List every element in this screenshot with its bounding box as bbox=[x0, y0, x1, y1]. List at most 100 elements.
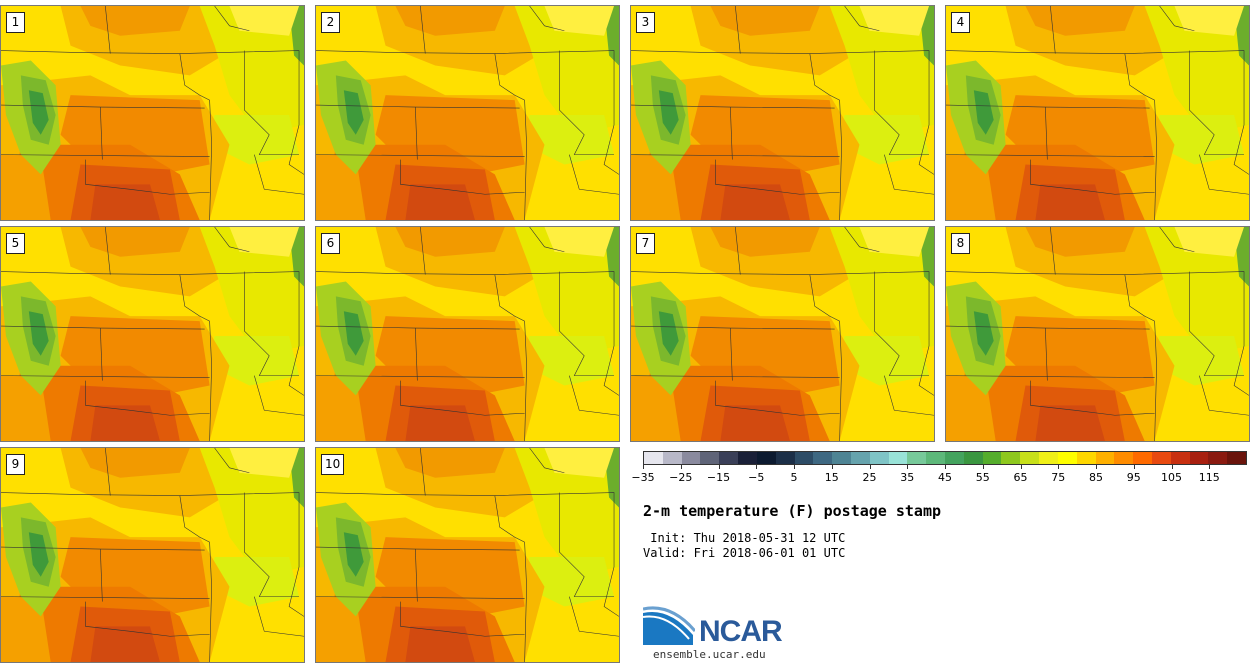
state-border bbox=[1, 546, 205, 551]
ensemble-member-map-2: 2 bbox=[315, 5, 620, 221]
temperature-map bbox=[316, 6, 619, 220]
state-border bbox=[844, 227, 880, 253]
ensemble-member-map-7: 7 bbox=[630, 226, 935, 442]
temperature-region bbox=[514, 448, 619, 577]
temperature-region bbox=[658, 311, 679, 356]
colorbar-segment bbox=[644, 452, 663, 464]
state-border bbox=[244, 271, 300, 376]
state-border bbox=[105, 227, 111, 275]
colorbar-tick bbox=[718, 465, 720, 469]
temperature-region bbox=[209, 556, 300, 607]
temperature-region bbox=[90, 184, 160, 220]
colorbar-segment bbox=[700, 452, 720, 464]
colorbar-tick-label: 45 bbox=[938, 471, 952, 484]
state-border bbox=[884, 154, 934, 195]
state-border bbox=[1124, 274, 1155, 322]
ensemble-member-map-10: 10 bbox=[315, 447, 620, 663]
temperature-map bbox=[316, 448, 619, 662]
state-border bbox=[631, 271, 810, 275]
colorbar-segment bbox=[1057, 452, 1077, 464]
state-border bbox=[1045, 328, 1048, 381]
colorbar-segment bbox=[1039, 452, 1058, 464]
state-border bbox=[179, 495, 210, 543]
temperature-region bbox=[1144, 227, 1249, 356]
temperature-region bbox=[514, 227, 619, 356]
colorbar-segment bbox=[1208, 452, 1228, 464]
state-border bbox=[400, 159, 525, 195]
state-border bbox=[884, 375, 934, 416]
state-border bbox=[316, 325, 520, 330]
colorbar-tick-label: 35 bbox=[900, 471, 915, 484]
temperature-map bbox=[631, 227, 934, 441]
state-border bbox=[209, 542, 212, 662]
state-border bbox=[524, 100, 527, 220]
colorbar-tick bbox=[869, 465, 871, 469]
state-border bbox=[946, 375, 1155, 378]
state-border bbox=[1159, 227, 1195, 253]
state-border bbox=[209, 100, 212, 220]
colorbar-segment bbox=[1020, 452, 1040, 464]
temperature-region bbox=[209, 114, 300, 165]
member-number-label: 8 bbox=[951, 233, 970, 254]
temperature-region bbox=[90, 626, 160, 662]
state-border bbox=[400, 601, 525, 637]
member-number-label: 4 bbox=[951, 12, 970, 33]
temperature-region bbox=[229, 6, 300, 36]
colorbar-tick bbox=[907, 465, 909, 469]
temperature-region bbox=[720, 184, 790, 220]
state-border bbox=[529, 6, 565, 32]
state-border bbox=[254, 154, 304, 195]
state-border bbox=[494, 53, 525, 101]
state-border bbox=[494, 274, 525, 322]
member-number-label: 2 bbox=[321, 12, 340, 33]
state-border bbox=[179, 271, 304, 396]
temperature-region bbox=[199, 227, 304, 356]
state-border bbox=[105, 6, 111, 54]
colorbar-segment bbox=[888, 452, 908, 464]
temperature-region bbox=[859, 6, 930, 36]
state-border bbox=[874, 271, 930, 376]
temperature-region bbox=[973, 90, 994, 135]
temperature-region bbox=[524, 556, 615, 607]
temperature-map bbox=[1, 6, 304, 220]
state-border bbox=[100, 549, 103, 602]
state-border bbox=[400, 380, 525, 416]
temperature-region bbox=[1035, 405, 1105, 441]
state-border bbox=[100, 328, 103, 381]
state-border bbox=[494, 50, 619, 175]
state-border bbox=[415, 328, 418, 381]
colorbar-segment bbox=[1001, 452, 1021, 464]
colorbar-tick-label: 25 bbox=[862, 471, 877, 484]
state-border bbox=[254, 375, 304, 416]
state-border bbox=[631, 154, 840, 157]
state-border bbox=[1124, 50, 1249, 175]
temperature-map bbox=[1, 448, 304, 662]
state-border bbox=[1050, 6, 1056, 54]
state-border bbox=[316, 375, 525, 378]
temperature-region bbox=[343, 90, 364, 135]
product-title: 2-m temperature (F) postage stamp bbox=[643, 502, 942, 520]
member-number-label: 1 bbox=[6, 12, 25, 33]
colorbar-segment bbox=[1227, 452, 1246, 464]
temperature-region bbox=[1174, 6, 1245, 36]
colorbar-segment bbox=[794, 452, 814, 464]
colorbar-tick-label: 75 bbox=[1051, 471, 1066, 484]
member-number-label: 3 bbox=[636, 12, 655, 33]
colorbar-tick-label: −25 bbox=[669, 471, 693, 484]
state-border bbox=[735, 6, 741, 54]
member-number-label: 5 bbox=[6, 233, 25, 254]
state-border bbox=[214, 6, 250, 32]
state-border bbox=[715, 159, 840, 195]
temperature-region bbox=[1154, 114, 1245, 165]
colorbar-tick bbox=[1020, 465, 1022, 469]
temperature-region bbox=[209, 335, 300, 386]
temperature-region bbox=[658, 90, 679, 135]
state-border bbox=[214, 227, 250, 253]
colorbar-tick-label: 15 bbox=[824, 471, 839, 484]
colorbar-ticks: −35 −25 −15 −5 5 15 25 35 45 55 65 75 85 95 105 115 bbox=[631, 465, 1247, 485]
ncar-swoosh-icon bbox=[642, 606, 697, 645]
ensemble-member-map-3: 3 bbox=[630, 5, 935, 221]
member-number-label: 7 bbox=[636, 233, 655, 254]
state-border bbox=[1199, 154, 1249, 195]
state-border bbox=[730, 328, 733, 381]
